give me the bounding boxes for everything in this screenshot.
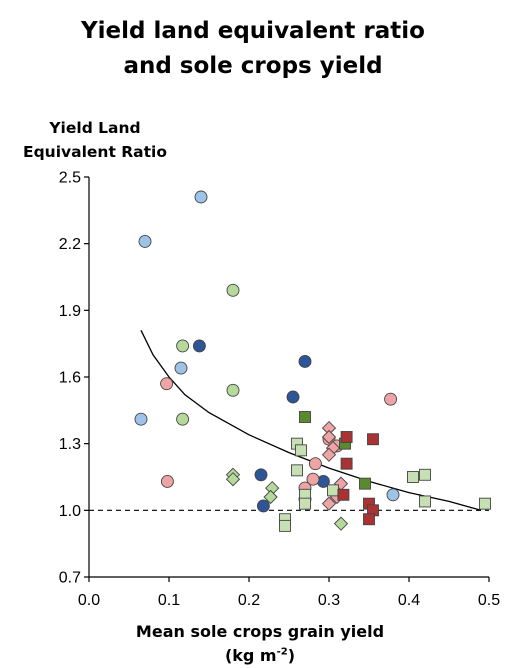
x-tick-label: 0.0 [78, 592, 100, 609]
y-tick-label: 2.5 [59, 170, 81, 187]
data-point-square [419, 468, 431, 481]
data-point-diamond [333, 516, 349, 531]
data-point-circle [306, 472, 320, 486]
data-point-circle [160, 377, 174, 391]
data-point-circle [384, 392, 398, 406]
data-point-diamond [263, 489, 278, 505]
data-point-square [327, 484, 339, 497]
y-tick-label: 0.7 [59, 570, 81, 587]
x-tick-label: 0.1 [158, 592, 180, 609]
data-point-square [299, 497, 311, 510]
x-axis-unit-exponent: -2 [276, 646, 288, 658]
data-point-square [291, 464, 303, 477]
chart-title: Yield land equivalent ratio and sole cro… [0, 14, 506, 84]
data-point-square [479, 497, 491, 510]
data-point-circle [286, 390, 300, 404]
y-tick-label: 1.6 [59, 370, 81, 387]
data-point-square [279, 519, 291, 532]
data-point-circle [386, 488, 400, 502]
data-point-square [340, 431, 353, 443]
data-point-diamond [321, 447, 337, 462]
y-tick-label: 1.3 [59, 436, 81, 453]
data-point-circle [176, 412, 190, 426]
data-point-circle [176, 339, 190, 353]
data-point-circle [254, 468, 268, 482]
data-point-circle [138, 234, 152, 248]
data-point-circle [194, 190, 208, 204]
y-axis-label-line-2: Equivalent Ratio [22, 143, 168, 161]
data-point-circle [256, 499, 270, 513]
x-axis-label-line-1: Mean sole crops grain yield [135, 622, 385, 641]
data-point-square [340, 457, 353, 470]
y-axis-label: Yield Land Equivalent Ratio [0, 116, 190, 164]
data-point-circle [192, 339, 206, 353]
data-point-circle [134, 412, 148, 426]
data-point-square [299, 411, 311, 423]
y-tick-label: 2.2 [59, 236, 81, 253]
data-point-circle [298, 354, 312, 368]
x-tick-label: 0.2 [238, 592, 260, 609]
data-point-square [295, 444, 307, 457]
data-point-square [419, 495, 431, 508]
data-point-circle [226, 383, 240, 397]
x-axis-unit-end: ) [287, 646, 296, 665]
y-tick-label: 1.0 [59, 503, 81, 520]
data-point-circle [308, 457, 322, 471]
chart-title-line-2: and sole crops yield [123, 53, 383, 79]
chart-title-line-1: Yield land equivalent ratio [81, 18, 425, 44]
x-axis-label-unit: (kg m-2) [110, 644, 410, 668]
y-tick-label: 1.9 [59, 303, 81, 320]
data-point-square [407, 471, 419, 483]
data-point-square [363, 513, 375, 526]
data-point-diamond [225, 472, 241, 487]
x-tick-label: 0.3 [318, 592, 340, 609]
data-point-square [337, 488, 350, 501]
x-tick-label: 0.4 [398, 592, 420, 609]
fit-curve [140, 330, 482, 511]
data-point-diamond [321, 496, 337, 511]
y-axis-label-line-1: Yield Land [49, 119, 141, 137]
data-point-circle [226, 283, 240, 297]
data-point-square [367, 433, 379, 446]
data-point-diamond [321, 429, 337, 445]
data-point-circle [174, 361, 188, 375]
x-axis-unit-base: (kg m [224, 646, 277, 665]
data-point-square [359, 477, 371, 490]
x-axis-label: Mean sole crops grain yield (kg m-2) [110, 620, 410, 668]
data-point-circle [160, 474, 174, 488]
x-tick-label: 0.5 [478, 592, 500, 609]
